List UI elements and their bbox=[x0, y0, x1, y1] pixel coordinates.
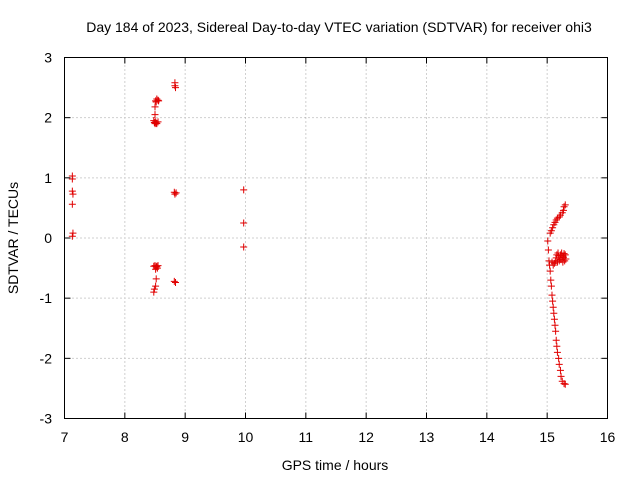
data-point bbox=[560, 380, 568, 388]
data-point bbox=[68, 232, 76, 240]
y-tick-label: -1 bbox=[40, 290, 53, 306]
y-tick-label: 3 bbox=[44, 50, 52, 66]
data-point bbox=[549, 224, 557, 232]
data-point bbox=[555, 360, 563, 368]
x-tick-label: 13 bbox=[419, 429, 435, 445]
data-point bbox=[153, 262, 161, 270]
data-point bbox=[150, 288, 158, 296]
x-tick-label: 9 bbox=[181, 429, 189, 445]
data-point bbox=[562, 255, 570, 263]
data-point bbox=[171, 190, 179, 198]
data-point bbox=[561, 257, 569, 265]
data-point bbox=[172, 279, 180, 287]
data-point bbox=[546, 267, 554, 275]
y-tick-label: 1 bbox=[44, 170, 52, 186]
chart-title: Day 184 of 2023, Sidereal Day-to-day VTE… bbox=[86, 19, 592, 35]
data-point bbox=[556, 366, 564, 374]
data-point bbox=[552, 327, 560, 335]
data-point bbox=[544, 246, 552, 254]
data-point bbox=[550, 315, 558, 323]
data-point bbox=[555, 354, 563, 362]
y-tick-label: 0 bbox=[44, 230, 52, 246]
data-point bbox=[155, 97, 163, 105]
data-point bbox=[152, 275, 160, 283]
data-point bbox=[547, 282, 555, 290]
data-point bbox=[553, 214, 561, 222]
data-point bbox=[153, 120, 161, 128]
data-point bbox=[152, 282, 160, 290]
x-tick-label: 11 bbox=[299, 429, 314, 445]
data-point bbox=[69, 190, 77, 198]
data-point bbox=[172, 84, 180, 92]
data-point bbox=[559, 258, 567, 266]
data-point bbox=[549, 261, 557, 269]
data-point bbox=[552, 336, 560, 344]
data-point bbox=[68, 200, 76, 208]
data-points bbox=[68, 79, 570, 388]
y-tick-label: -2 bbox=[40, 350, 53, 366]
x-tick-label: 10 bbox=[238, 429, 254, 445]
data-point bbox=[68, 175, 76, 183]
data-point bbox=[549, 303, 557, 311]
data-point bbox=[561, 251, 569, 259]
grid-lines bbox=[64, 57, 608, 419]
x-tick-label: 14 bbox=[479, 429, 495, 445]
data-point bbox=[551, 321, 559, 329]
data-point bbox=[154, 96, 162, 104]
data-point bbox=[170, 277, 178, 285]
data-point bbox=[557, 372, 565, 380]
y-tick-labels: -3 -2 -1 0 1 2 3 bbox=[40, 50, 53, 427]
x-tick-label: 7 bbox=[61, 429, 69, 445]
data-point bbox=[560, 250, 568, 258]
data-point bbox=[561, 201, 569, 209]
data-point bbox=[170, 188, 178, 196]
data-point bbox=[152, 265, 160, 273]
data-point bbox=[559, 206, 567, 214]
data-point bbox=[153, 95, 161, 103]
data-point bbox=[153, 264, 161, 272]
plot-frame bbox=[64, 57, 608, 419]
x-axis-label: GPS time / hours bbox=[282, 457, 389, 473]
data-point bbox=[171, 82, 179, 90]
data-point bbox=[544, 237, 552, 245]
data-point bbox=[69, 229, 77, 237]
data-point bbox=[545, 257, 553, 265]
data-point bbox=[240, 243, 248, 251]
data-point bbox=[240, 186, 248, 194]
data-point bbox=[553, 342, 561, 350]
data-point bbox=[561, 380, 569, 388]
data-point bbox=[172, 189, 180, 197]
y-tick-label: 2 bbox=[44, 110, 52, 126]
x-tick-label: 8 bbox=[121, 429, 129, 445]
data-point bbox=[548, 291, 556, 299]
x-tick-label: 16 bbox=[600, 429, 616, 445]
data-point bbox=[560, 203, 568, 211]
data-point bbox=[552, 216, 560, 224]
data-point bbox=[553, 348, 561, 356]
x-tick-label: 12 bbox=[358, 429, 374, 445]
y-tick-label: -3 bbox=[40, 411, 53, 427]
data-point bbox=[154, 118, 162, 126]
data-point bbox=[555, 213, 563, 221]
data-point bbox=[550, 309, 558, 317]
x-tick-label: 15 bbox=[539, 429, 555, 445]
data-point bbox=[547, 276, 555, 284]
x-tick-labels: 7 8 9 10 11 12 13 14 15 16 bbox=[61, 429, 616, 445]
data-point bbox=[547, 227, 555, 235]
data-point bbox=[152, 119, 160, 127]
data-point bbox=[151, 103, 159, 111]
y-axis-label: SDTVAR / TECUs bbox=[5, 182, 21, 294]
data-point bbox=[549, 297, 557, 305]
data-point bbox=[150, 285, 158, 293]
data-point bbox=[151, 111, 159, 119]
data-point bbox=[68, 187, 76, 195]
data-point bbox=[240, 219, 248, 227]
axis-ticks bbox=[64, 57, 608, 419]
